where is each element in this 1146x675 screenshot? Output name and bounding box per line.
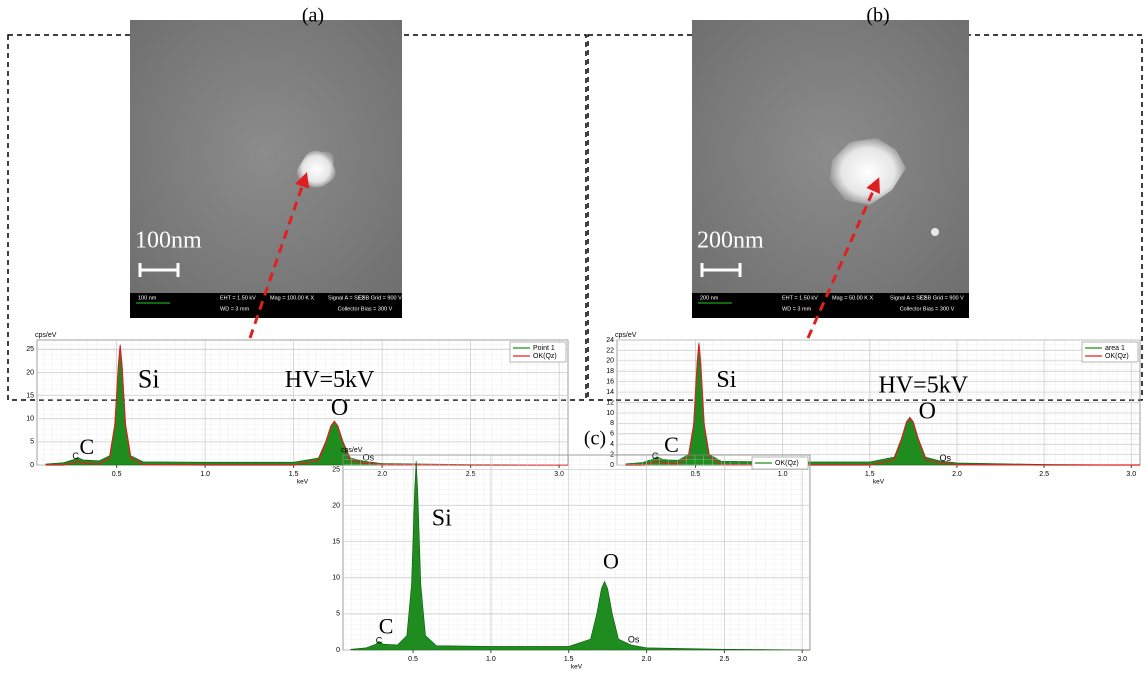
y-tick-label: 10 — [606, 410, 614, 417]
y-tick-label: 15 — [26, 392, 34, 399]
y-axis-label: cps/eV — [35, 332, 57, 339]
annotation: Si — [432, 506, 452, 532]
y-tick-label: 16 — [606, 379, 614, 386]
y-tick-label: 6 — [610, 431, 614, 438]
legend-label: area 1 — [1105, 345, 1125, 352]
x-tick-label: 1.5 — [865, 471, 875, 478]
legend — [509, 341, 567, 363]
y-axis-label: cps/eV — [615, 332, 637, 339]
info-text: 200 nm — [700, 295, 719, 301]
info-text: ESB Grid = 900 V — [358, 295, 402, 301]
y-tick-label: 0 — [30, 462, 34, 469]
scale-bar — [138, 263, 180, 277]
info-text: WD = 3 mm — [220, 306, 250, 312]
annotation: Si — [716, 367, 736, 393]
y-tick-label: 20 — [26, 369, 34, 376]
y-tick-label: 5 — [336, 611, 340, 618]
x-tick-label: 2.0 — [952, 471, 962, 478]
info-bar — [692, 293, 969, 318]
y-tick-label: 18 — [606, 368, 614, 375]
legend — [1081, 341, 1139, 363]
scale-label: 100nm — [135, 228, 202, 254]
sem-image — [130, 20, 402, 318]
y-tick-label: 10 — [26, 416, 34, 423]
annotation: C — [664, 432, 679, 457]
spectrum — [350, 460, 811, 651]
x-tick-label: 1.5 — [289, 471, 299, 478]
annotation: HV=5kV — [285, 367, 375, 393]
y-tick-label: 0 — [336, 647, 340, 654]
y-tick-label: 20 — [606, 358, 614, 365]
info-bar — [130, 293, 402, 318]
info-text: EHT = 1.50 kV — [782, 295, 818, 301]
panel-title: (a) — [302, 5, 324, 27]
y-tick-label: 24 — [606, 337, 614, 344]
info-text: Mag = 100.00 K X — [270, 295, 315, 301]
annotation: O — [919, 398, 936, 424]
x-tick-label: 2.0 — [642, 656, 652, 663]
legend-label: OK(Qz) — [775, 460, 799, 467]
x-axis-label: keV — [297, 479, 309, 486]
x-tick-label: 0.5 — [112, 471, 122, 478]
x-axis-label: keV — [571, 664, 583, 670]
annotation: O — [603, 548, 619, 573]
x-tick-label: 1.0 — [200, 471, 210, 478]
info-text: Collector Bias = 300 V — [900, 306, 955, 312]
y-tick-label: 5 — [30, 439, 34, 446]
info-text: Signal A = SE2 — [328, 295, 365, 301]
x-tick-label: 2.5 — [1039, 471, 1049, 478]
particle — [830, 138, 906, 205]
legend-label: Point 1 — [533, 345, 555, 352]
info-text: Signal A = SE2 — [890, 295, 927, 301]
y-tick-label: 25 — [26, 346, 34, 353]
annotation: C — [376, 636, 383, 646]
annotation: C — [379, 613, 394, 638]
y-tick-label: 10 — [332, 575, 340, 582]
scale-bar — [700, 263, 742, 277]
info-text: Collector Bias = 300 V — [338, 306, 393, 312]
legend — [751, 456, 809, 470]
scale-label: 200nm — [697, 228, 764, 254]
y-tick-label: 22 — [606, 347, 614, 354]
y-tick-label: 15 — [332, 539, 340, 546]
annotation: O — [331, 395, 348, 421]
info-text: 100 nm — [138, 295, 157, 301]
annotation: Os — [940, 453, 952, 463]
x-tick-label: 3.0 — [797, 656, 807, 663]
info-text: Mag = 50.00 K X — [832, 295, 873, 301]
y-tick-label: 25 — [332, 466, 340, 473]
x-tick-label: 3.0 — [1126, 471, 1136, 478]
y-tick-label: 12 — [606, 399, 614, 406]
x-axis-label: keV — [873, 479, 885, 486]
info-text: EHT = 1.50 kV — [220, 295, 256, 301]
panel-title: (c) — [584, 428, 606, 450]
y-tick-label: 8 — [610, 420, 614, 427]
y-tick-label: 20 — [332, 502, 340, 509]
particle — [931, 228, 939, 236]
annotation: Os — [628, 634, 640, 644]
legend-label: OK(Qz) — [533, 353, 557, 360]
legend-label: OK(Qz) — [1105, 353, 1129, 360]
annotation: HV=5kV — [879, 372, 969, 398]
x-tick-label: 1.5 — [564, 656, 574, 663]
y-tick-label: 4 — [610, 441, 614, 448]
arrow — [248, 172, 310, 339]
panel-title: (b) — [866, 5, 889, 27]
annotation: Si — [138, 365, 160, 394]
annotation: C — [79, 434, 94, 459]
x-tick-label: 1.0 — [486, 656, 496, 663]
sem-image — [692, 20, 969, 318]
annotation: C — [72, 451, 79, 461]
info-text: WD = 3 mm — [782, 306, 812, 312]
x-tick-label: 0.5 — [408, 656, 418, 663]
info-text: ESB Grid = 900 V — [920, 295, 964, 301]
x-tick-label: 2.5 — [720, 656, 730, 663]
y-axis-label: cps/eV — [341, 447, 363, 454]
y-tick-label: 14 — [606, 389, 614, 396]
